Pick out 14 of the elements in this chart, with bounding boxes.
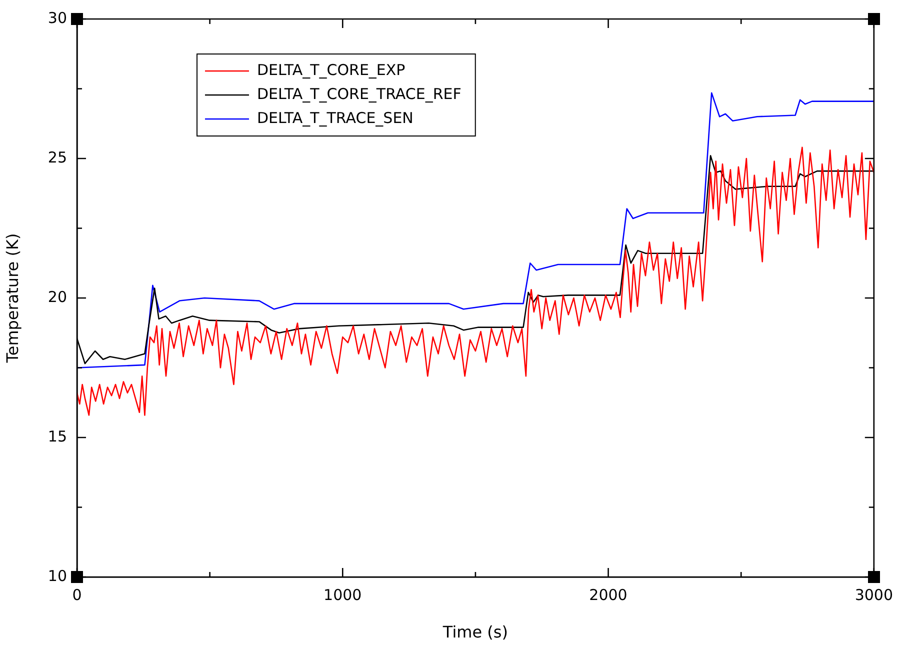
y-tick-label: 20: [48, 288, 67, 306]
y-tick-label: 30: [48, 8, 67, 27]
x-tick-label: 0: [72, 586, 82, 604]
x-axis-title: Time (s): [442, 622, 508, 642]
x-tick-label: 2000: [589, 586, 628, 604]
legend-label: DELTA_T_CORE_EXP: [257, 60, 406, 79]
y-tick-label: 25: [48, 148, 67, 166]
x-tick-label: 3000: [854, 586, 894, 604]
legend-label: DELTA_T_CORE_TRACE_REF: [257, 84, 462, 103]
y-axis-title: Temperature (K): [2, 233, 22, 364]
y-tick-label: 10: [48, 566, 67, 585]
legend-label: DELTA_T_TRACE_SEN: [257, 108, 414, 127]
x-tick-label: 1000: [324, 586, 362, 604]
y-tick-label: 15: [48, 427, 67, 446]
